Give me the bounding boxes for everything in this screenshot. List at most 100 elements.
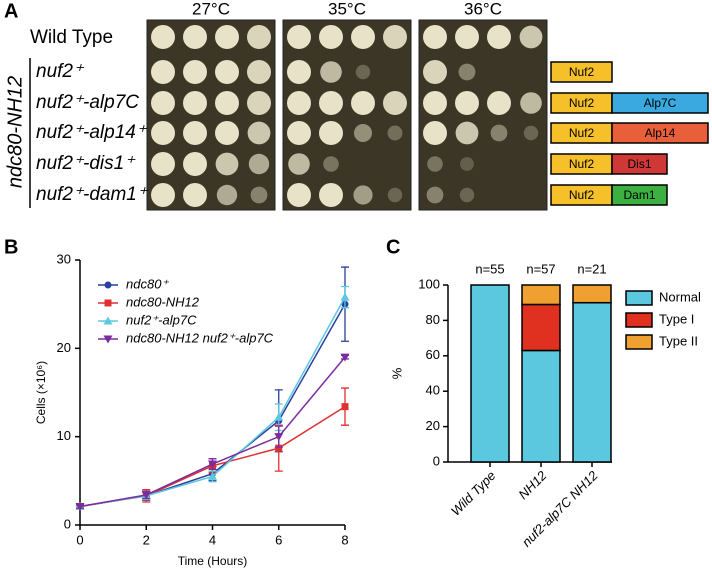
colony-spot	[250, 186, 268, 204]
colony-spot	[455, 91, 479, 115]
legend-label: ndc80-NH12	[126, 294, 200, 309]
colony-spot	[383, 25, 407, 49]
marker	[274, 433, 284, 442]
colony-spot	[426, 186, 444, 204]
bar-segment	[470, 284, 510, 463]
colony-spot	[423, 121, 447, 145]
strain-label: nuf2⁺-alp7C	[36, 92, 139, 113]
legend-label: nuf2⁺-alp7C	[126, 312, 197, 327]
construct-domain	[611, 92, 709, 114]
colony-spot	[247, 25, 271, 49]
y-tick-label: 30	[57, 251, 71, 266]
colony-spot	[387, 125, 403, 141]
panel-label: A	[4, 0, 18, 22]
colony-spot	[319, 25, 343, 49]
panel-label: C	[386, 236, 400, 258]
y-tick-label: 80	[426, 312, 440, 327]
construct-label: Nuf2	[569, 157, 595, 171]
colony-spot	[215, 25, 239, 49]
strain-label: nuf2⁺	[36, 61, 85, 82]
y-axis-title: %	[389, 367, 404, 379]
y-tick-label: 40	[426, 383, 440, 398]
y-tick-label: 20	[57, 340, 71, 355]
colony-spot	[455, 121, 479, 145]
legend-label: Normal	[659, 289, 701, 304]
colony-spot	[215, 60, 239, 84]
construct-domain	[611, 153, 668, 175]
marker	[275, 444, 283, 452]
colony-spot	[523, 125, 539, 141]
legend-marker	[104, 299, 112, 307]
colony-spot	[520, 92, 542, 114]
construct-label: Nuf2	[569, 65, 595, 79]
strain-label: nuf2⁺-alp14⁺	[36, 122, 148, 143]
colony-spot	[519, 25, 543, 49]
legend-marker	[103, 316, 113, 325]
colony-spot	[323, 156, 339, 172]
y-tick-label: 20	[426, 418, 440, 433]
legend-swatch	[625, 312, 653, 328]
strain-label: nuf2⁺-dis1⁺	[36, 153, 136, 174]
colony-spot	[423, 91, 447, 115]
marker	[208, 460, 217, 469]
colony-spot	[151, 183, 175, 207]
x-tick-label: 6	[275, 532, 282, 547]
colony-spot	[288, 153, 310, 175]
x-tick-label: 8	[341, 532, 348, 547]
colony-spot	[459, 187, 475, 203]
marker	[340, 353, 350, 362]
temperature-label: 27°C	[192, 0, 230, 18]
construct-label: Nuf2	[569, 126, 595, 140]
colony-spot	[151, 121, 175, 145]
wild-type-label: Wild Type	[30, 27, 113, 48]
bar-segment	[572, 284, 612, 304]
marker	[274, 412, 284, 421]
colony-spot	[487, 91, 511, 115]
colony-spot	[183, 60, 207, 84]
colony-spot	[423, 25, 447, 49]
colony-spot	[423, 60, 447, 84]
colony-spot	[287, 121, 311, 145]
sample-size: n=55	[475, 261, 504, 276]
x-axis-title: Time (Hours)	[178, 554, 248, 568]
colony-spot	[351, 91, 375, 115]
marker	[340, 292, 350, 301]
construct-domain	[550, 61, 613, 83]
colony-spot	[287, 183, 311, 207]
y-tick-label: 100	[418, 276, 440, 291]
plate	[146, 19, 276, 211]
colony-spot	[355, 64, 371, 80]
colony-spot	[151, 25, 175, 49]
colony-spot	[490, 124, 508, 142]
bar-segment	[521, 284, 561, 306]
legend-label: Type II	[659, 333, 698, 348]
construct-domain	[611, 122, 709, 144]
strain-label: nuf2⁺-dam1⁺	[36, 184, 149, 205]
colony-spot	[383, 91, 407, 115]
legend-marker	[104, 281, 112, 289]
colony-spot	[247, 121, 271, 145]
y-tick-label: 10	[57, 428, 71, 443]
colony-spot	[320, 61, 342, 83]
y-axis-title: Cells (×10⁶)	[34, 361, 48, 424]
colony-spot	[351, 25, 375, 49]
y-tick-label: 0	[433, 453, 440, 468]
x-tick-label: Wild Type	[448, 468, 499, 519]
colony-spot	[248, 153, 270, 175]
marker	[75, 502, 85, 511]
legend-marker	[103, 335, 113, 344]
sample-size: n=57	[526, 261, 555, 276]
colony-spot	[215, 121, 239, 145]
colony-spot	[247, 60, 271, 84]
sample-size: n=21	[577, 261, 606, 276]
colony-spot	[287, 60, 311, 84]
marker	[341, 403, 349, 411]
construct-domain	[611, 184, 668, 206]
colony-spot	[287, 91, 311, 115]
legend-swatch	[625, 290, 653, 306]
colony-spot	[215, 152, 239, 176]
colony-spot	[387, 187, 403, 203]
marker	[208, 471, 217, 480]
plate	[282, 19, 412, 211]
